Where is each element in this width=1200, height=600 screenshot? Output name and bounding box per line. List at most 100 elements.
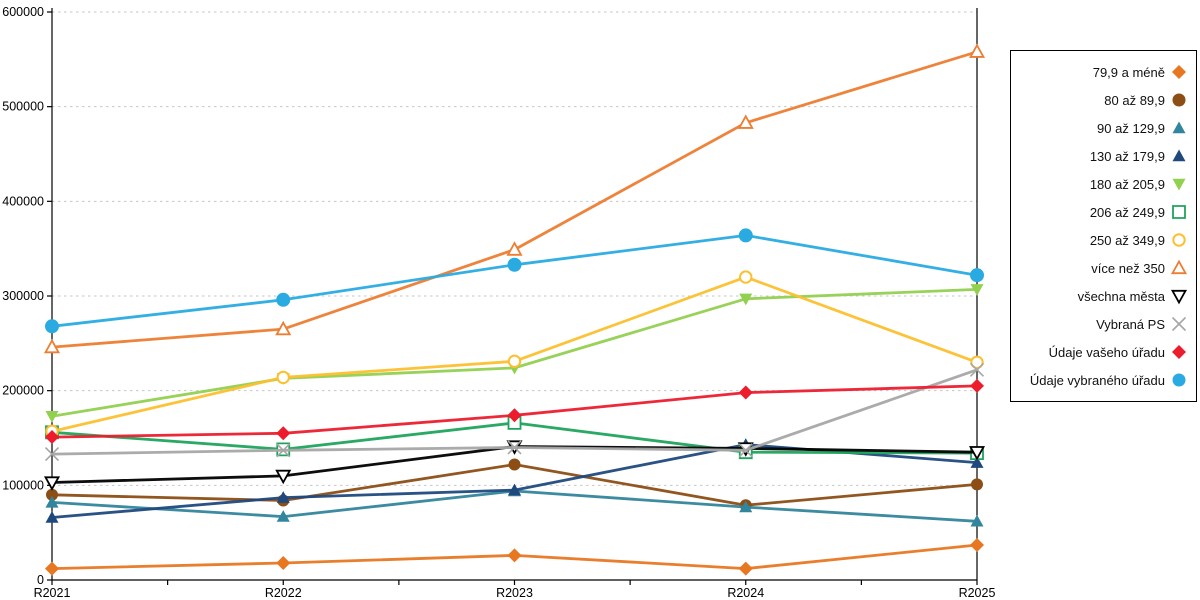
data-point-1-R2023: [508, 458, 521, 471]
data-point-2-R2024: [739, 500, 753, 513]
legend-item-11: Údaje vybraného úřadu: [1017, 368, 1188, 392]
data-point-11-R2021: [45, 319, 59, 334]
data-point-1-R2021: [46, 488, 58, 501]
series-markers-0: [45, 537, 984, 576]
data-point-3-R2023: [508, 483, 521, 496]
data-point-0-R2023: [507, 548, 522, 563]
y-tick-label-0: 0: [37, 573, 44, 587]
data-point-9-R2021: [44, 447, 60, 462]
data-point-0-R2025: [970, 537, 984, 552]
legend-marker-circle-icon: [1172, 93, 1186, 107]
data-point-11-R2023: [507, 257, 522, 272]
data-point-4-R2025: [970, 284, 984, 296]
x-tick-label-R2024: R2024: [727, 586, 764, 600]
legend-label-3: 130 až 179,9: [1089, 148, 1165, 164]
data-point-9-R2023: [507, 440, 522, 455]
series-markers-7: [43, 43, 986, 354]
y-tick-label-600000: 600000: [2, 5, 44, 19]
legend-item-10: Údaje vašeho úřadu: [1017, 340, 1188, 364]
data-point-7-R2025: [968, 43, 986, 58]
legend-marker-x-icon: [1171, 316, 1187, 332]
series-line-3: [50, 443, 979, 519]
data-point-6-R2022: [276, 370, 290, 385]
series-line-7: [50, 50, 979, 349]
x-tick-label-R2025: R2025: [959, 586, 996, 600]
legend-label-9: Vybraná PS: [1096, 316, 1165, 332]
x-tick-label-R2023: R2023: [496, 586, 533, 600]
legend-label-6: 250 až 349,9: [1089, 232, 1165, 248]
data-point-8-R2021: [43, 476, 61, 491]
data-point-7-R2021: [43, 338, 61, 354]
data-point-3-R2021: [45, 511, 59, 523]
y-tick-label-500000: 500000: [2, 100, 44, 114]
legend-item-3: 130 až 179,9: [1017, 144, 1188, 168]
data-point-0-R2022: [276, 555, 291, 570]
data-point-2-R2021: [45, 495, 59, 508]
legend-item-6: 250 až 349,9: [1017, 228, 1188, 252]
data-point-11-R2025: [970, 268, 984, 283]
series-line-4: [50, 287, 979, 418]
legend-label-2: 90 až 129,9: [1097, 120, 1165, 136]
legend-item-8: všechna města: [1017, 284, 1188, 308]
y-tick-label-400000: 400000: [2, 194, 44, 208]
data-point-4-R2024: [739, 293, 753, 306]
data-point-11-R2024: [738, 228, 753, 243]
data-point-3-R2025: [970, 456, 984, 468]
legend-item-7: více než 350: [1017, 256, 1188, 280]
series-markers-11: [45, 228, 984, 334]
legend-label-5: 206 až 249,9: [1089, 204, 1165, 220]
data-point-7-R2022: [275, 320, 292, 336]
legend-label-8: všechna města: [1077, 288, 1165, 304]
legend-item-5: 206 až 249,9: [1017, 200, 1188, 224]
data-point-10-R2025: [970, 378, 984, 393]
data-point-3-R2022: [276, 491, 290, 503]
data-point-10-R2021: [45, 430, 59, 445]
y-tick-label-300000: 300000: [2, 289, 44, 303]
data-point-0-R2021: [45, 561, 59, 576]
data-point-9-R2022: [276, 443, 291, 458]
data-point-1-R2025: [971, 478, 983, 491]
data-point-7-R2023: [506, 241, 523, 256]
legend-label-10: Údaje vašeho úřadu: [1048, 344, 1165, 360]
legend-item-4: 180 až 205,9: [1017, 172, 1188, 196]
legend-marker-triangle-up-icon: [1170, 259, 1188, 275]
legend-item-0: 79,9 a méně: [1017, 60, 1188, 84]
data-point-10-R2023: [507, 408, 522, 423]
data-point-6-R2025: [970, 355, 984, 369]
data-point-6-R2023: [507, 354, 522, 369]
legend-marker-triangle-down-icon: [1170, 289, 1188, 305]
data-point-11-R2022: [276, 292, 291, 307]
legend-marker-triangle-up-icon: [1172, 149, 1186, 162]
legend-marker-circle-icon: [1172, 233, 1186, 247]
legend-item-1: 80 až 89,9: [1017, 88, 1188, 112]
data-point-9-R2024: [738, 443, 753, 458]
data-point-2-R2025: [970, 514, 984, 527]
legend-marker-diamond-icon: [1172, 345, 1186, 359]
legend-label-1: 80 až 89,9: [1104, 92, 1165, 108]
series-markers-10: [45, 378, 984, 445]
legend-marker-triangle-down-icon: [1172, 178, 1186, 191]
series-markers-9: [44, 362, 985, 462]
data-point-4-R2021: [45, 411, 59, 423]
legend-marker-circle-icon: [1172, 373, 1186, 387]
legend-marker-square-icon: [1172, 205, 1186, 219]
data-point-0-R2024: [738, 561, 753, 576]
legend: 79,9 a méně 80 až 89,9 90 až 129,9 130 až 1…: [1010, 50, 1197, 402]
legend-item-9: Vybraná PS: [1017, 312, 1188, 336]
y-tick-label-100000: 100000: [2, 478, 44, 492]
data-point-2-R2022: [276, 510, 290, 522]
legend-label-11: Údaje vybraného úřadu: [1029, 372, 1165, 388]
series-markers-4: [45, 284, 984, 423]
legend-label-0: 79,9 a méně: [1092, 64, 1165, 80]
series-line-6: [50, 275, 979, 433]
x-tick-label-R2022: R2022: [265, 586, 302, 600]
legend-item-2: 90 až 129,9: [1017, 116, 1188, 140]
data-point-10-R2024: [738, 385, 753, 400]
legend-label-4: 180 až 205,9: [1089, 176, 1165, 192]
legend-label-7: více než 350: [1091, 260, 1165, 276]
y-tick-label-200000: 200000: [2, 384, 44, 398]
data-point-6-R2024: [739, 270, 753, 284]
data-point-7-R2024: [737, 114, 754, 129]
